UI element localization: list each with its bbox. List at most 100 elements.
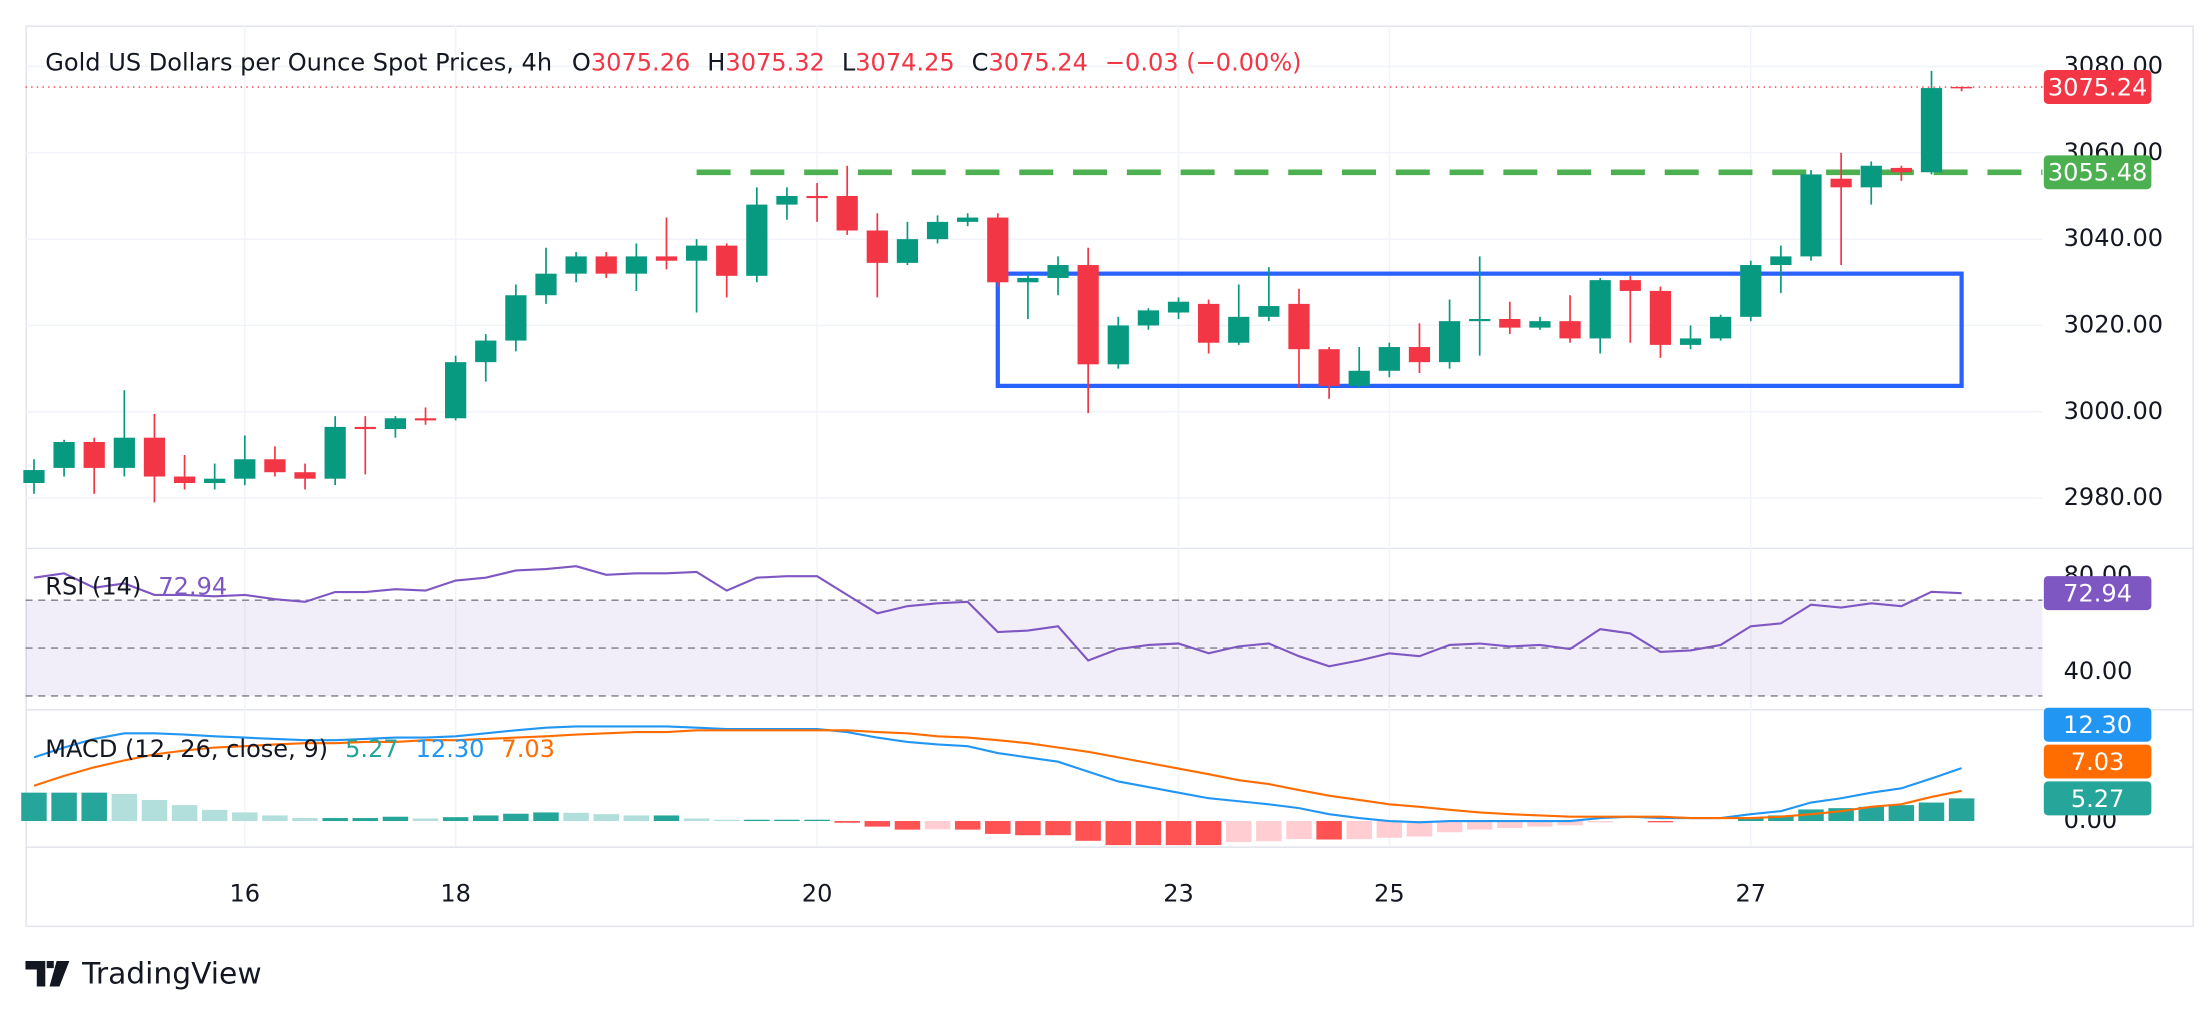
macd-histogram-bar	[1647, 821, 1674, 823]
ohlc-label: H	[707, 49, 725, 77]
last-price-text: 3075.24	[2048, 73, 2147, 101]
macd-histogram-bar	[1527, 821, 1553, 827]
candle-body	[294, 472, 316, 479]
macd-histogram-bar	[1256, 821, 1282, 842]
level-price-box	[2043, 155, 2152, 190]
macd-histogram-bar	[1768, 815, 1794, 822]
candle-body	[625, 256, 647, 274]
macd-histogram-bar	[1888, 805, 1915, 822]
macd-value-text: 7.03	[2071, 748, 2125, 776]
candle-body	[1137, 310, 1160, 326]
macd-histogram-bar	[382, 816, 409, 822]
macd-histogram-bar	[864, 821, 891, 827]
macd-histogram-bar	[1226, 821, 1252, 843]
macd-histogram-bar	[1738, 817, 1764, 822]
x-tick-label: 16	[230, 880, 261, 908]
macd-histogram-bar	[954, 821, 981, 830]
candle-body	[1408, 347, 1431, 363]
candle-body	[143, 437, 166, 477]
macd-histogram-bar	[924, 821, 951, 830]
brand-name: TradingView	[81, 957, 262, 992]
ohlc-value: 3074.25	[855, 49, 954, 77]
y-tick-label: 2980.00	[2064, 483, 2163, 511]
candle-body	[806, 195, 828, 199]
candle-body	[1830, 178, 1852, 188]
macd-histogram-bar	[1135, 821, 1162, 846]
macd-histogram-bar	[593, 814, 619, 822]
macd-histogram-bar	[322, 818, 348, 822]
candle-body	[535, 273, 557, 296]
candle-body	[1378, 347, 1400, 371]
candle-body	[324, 426, 346, 479]
macd-histogram-bar	[1466, 821, 1493, 830]
candle-body	[1288, 303, 1310, 350]
macd-histogram-bar	[1286, 821, 1312, 840]
macd-histogram-bar	[1587, 821, 1613, 823]
chart-title: Gold US Dollars per Ounce Spot Prices, 4…	[45, 49, 552, 77]
macd-line	[33, 729, 1962, 820]
x-tick-label: 25	[1374, 880, 1405, 908]
ohlc-value: 3075.24	[988, 49, 1087, 77]
candle-body	[1198, 303, 1220, 343]
candle-body	[1167, 301, 1190, 313]
macd-histogram-bar	[81, 792, 107, 822]
macd-histogram-bar	[141, 799, 168, 822]
macd-title: MACD (12, 26, close, 9)	[45, 735, 328, 763]
macd-value-box	[2043, 781, 2152, 816]
macd-histogram-bar	[713, 819, 740, 822]
candle-body	[1258, 306, 1280, 317]
candle-body	[1348, 370, 1370, 386]
candle-body	[1077, 265, 1099, 365]
candle-body	[1529, 321, 1551, 328]
candle-body	[1619, 280, 1641, 291]
macd-histogram-bar	[412, 818, 439, 822]
macd-histogram-bar	[1406, 821, 1433, 837]
macd-histogram-bar	[171, 805, 198, 822]
macd-histogram-bar	[1948, 798, 1975, 822]
candle-body	[866, 230, 888, 263]
candle-body	[1318, 349, 1340, 386]
candle-body	[414, 418, 437, 421]
candle-body	[23, 470, 45, 484]
macd-histogram-bar	[563, 812, 589, 822]
candle-body	[173, 476, 196, 484]
x-tick-label: 20	[802, 880, 833, 908]
rsi-value-text: 72.94	[2063, 580, 2132, 608]
ohlc-value: 3075.32	[725, 49, 824, 77]
macd-histogram-bar	[1918, 802, 1945, 822]
candle-body	[836, 195, 858, 231]
candle-body	[1469, 318, 1491, 322]
candle-body	[1649, 290, 1672, 345]
candle-body	[113, 437, 135, 468]
change-value: −0.03 (−0.00%)	[1105, 49, 1302, 77]
macd-histogram-bar	[111, 793, 138, 822]
candle-body	[1740, 265, 1762, 317]
candle-body	[1860, 165, 1882, 188]
macd-histogram-bar	[683, 818, 710, 822]
macd-histogram-bar	[1798, 809, 1824, 822]
y-tick-label: 3040.00	[2064, 224, 2163, 252]
macd-legend-value: 7.03	[501, 735, 555, 763]
logo-mark	[25, 961, 70, 987]
candle-body	[1950, 86, 1973, 89]
candle-body	[926, 221, 949, 240]
candle-body	[1800, 174, 1822, 257]
macd-histogram-bar	[442, 817, 469, 822]
candle-body	[1017, 277, 1039, 283]
macd-histogram-bar	[473, 815, 499, 822]
last-price-box	[2043, 70, 2152, 105]
ohlc-label: L	[842, 49, 856, 77]
macd-histogram-bar	[774, 819, 800, 822]
macd-histogram-bar	[262, 815, 288, 822]
candle-body	[746, 204, 768, 276]
macd-histogram-bar	[1858, 806, 1884, 822]
candle-body	[354, 426, 376, 430]
candle-body	[384, 418, 407, 430]
candle-body	[1770, 256, 1792, 266]
x-tick-label: 27	[1735, 880, 1766, 908]
candle-body	[264, 459, 286, 473]
candle-body	[475, 340, 497, 363]
candle-body	[987, 217, 1009, 283]
